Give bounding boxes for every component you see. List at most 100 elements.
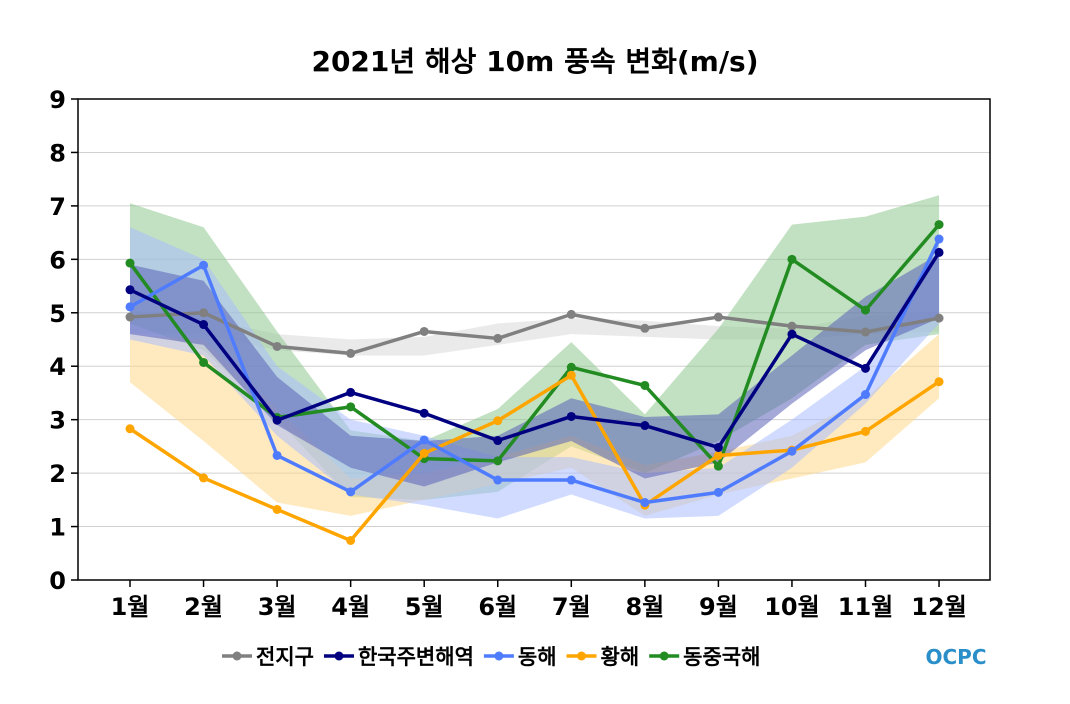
- data-point: [713, 461, 723, 471]
- bands: [130, 195, 940, 519]
- y-tick-label: 5: [49, 300, 66, 328]
- band-0: [130, 312, 940, 356]
- x-tick-label: 7월: [552, 593, 591, 621]
- data-point: [934, 377, 944, 387]
- data-point: [640, 421, 650, 431]
- data-point: [125, 302, 135, 312]
- x-tick-label: 11월: [838, 593, 893, 621]
- data-point: [713, 312, 723, 322]
- data-point: [713, 442, 723, 452]
- y-axis-ticks: 0 1 2 3 4 5 6 7 8 9: [49, 86, 78, 595]
- data-point: [272, 450, 282, 460]
- legend-marker: [577, 651, 587, 661]
- y-tick-label: 6: [49, 246, 66, 274]
- legend-marker: [334, 651, 344, 661]
- x-tick-label: 4월: [331, 593, 370, 621]
- y-tick-label: 8: [49, 139, 66, 167]
- legend: 전지구 한국주변해역 동해 황해 동중국해: [222, 645, 760, 669]
- y-tick-label: 9: [49, 86, 66, 114]
- x-tick-label: 8월: [625, 593, 664, 621]
- ocpc-logo: OCPC: [925, 645, 986, 669]
- x-tick-label: 2월: [184, 593, 223, 621]
- data-point: [640, 498, 650, 508]
- data-point: [419, 448, 429, 458]
- data-point: [199, 320, 209, 330]
- data-point: [199, 473, 209, 483]
- data-point: [934, 313, 944, 323]
- data-point: [419, 326, 429, 336]
- data-point: [346, 348, 356, 358]
- x-tick-label: 6월: [478, 593, 517, 621]
- x-tick-label: 12월: [911, 593, 966, 621]
- data-point: [934, 220, 944, 230]
- series-line-3: [129, 238, 941, 505]
- data-point: [787, 254, 797, 264]
- data-point: [787, 329, 797, 339]
- legend-marker: [232, 651, 242, 661]
- data-point: [861, 426, 870, 436]
- band-4: [130, 253, 940, 487]
- data-point: [199, 308, 209, 318]
- data-point: [346, 535, 356, 545]
- data-point: [566, 362, 576, 372]
- x-tick-label: 9월: [699, 593, 738, 621]
- series-line-2: [129, 373, 941, 543]
- legend-label: 동중국해: [683, 645, 760, 669]
- data-point: [199, 357, 209, 367]
- data-point: [419, 408, 429, 418]
- y-tick-label: 0: [49, 567, 66, 595]
- data-point: [199, 260, 209, 270]
- data-point: [861, 363, 870, 373]
- data-point: [493, 333, 503, 343]
- x-tick-label: 10월: [764, 593, 819, 621]
- data-point: [787, 321, 797, 331]
- data-point: [346, 487, 356, 497]
- x-axis-ticks: 1월 2월 3월 4월 5월 6월 7월 8월 9월 10월 11월 12월: [111, 580, 967, 621]
- series-line-4: [129, 251, 941, 450]
- data-point: [713, 487, 723, 497]
- legend-label: 황해: [601, 645, 640, 669]
- x-tick-label: 3월: [258, 593, 297, 621]
- data-point: [419, 435, 429, 445]
- y-tick-label: 3: [49, 407, 66, 435]
- data-point: [493, 436, 503, 446]
- data-point: [861, 327, 870, 337]
- plot-frame: [77, 98, 991, 581]
- data-point: [493, 416, 503, 426]
- legend-label: 한국주변해역: [358, 645, 474, 669]
- series-lines: [125, 220, 944, 545]
- data-point: [787, 446, 797, 456]
- data-point: [566, 370, 576, 380]
- series-line-0: [129, 311, 940, 356]
- data-point: [272, 415, 282, 425]
- data-point: [861, 305, 870, 315]
- data-point: [125, 312, 135, 322]
- y-tick-label: 1: [49, 514, 66, 542]
- data-point: [493, 475, 503, 485]
- y-tick-label: 7: [49, 193, 66, 221]
- data-point: [125, 424, 135, 434]
- data-point: [346, 387, 356, 397]
- data-point: [272, 504, 282, 514]
- data-point: [493, 456, 503, 466]
- y-tick-label: 2: [49, 460, 66, 488]
- data-point: [934, 234, 944, 244]
- y-tick-label: 4: [49, 353, 66, 381]
- data-point: [861, 390, 870, 400]
- data-point: [640, 323, 650, 333]
- x-tick-label: 5월: [405, 593, 444, 621]
- chart-title: 2021년 해상 10m 풍속 변화(m/s): [311, 45, 758, 78]
- legend-marker: [494, 651, 504, 661]
- data-point: [272, 341, 282, 351]
- series-line-1: [128, 223, 941, 468]
- data-point: [640, 380, 650, 390]
- x-tick-label: 1월: [111, 593, 150, 621]
- legend-marker: [659, 651, 669, 661]
- data-point: [125, 285, 135, 295]
- data-point: [566, 411, 576, 421]
- data-point: [125, 258, 135, 268]
- data-point: [566, 475, 576, 485]
- data-point: [934, 247, 944, 257]
